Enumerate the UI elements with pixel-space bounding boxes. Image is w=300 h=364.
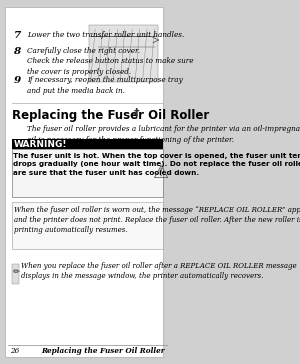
Text: ⚠: ⚠: [152, 164, 168, 182]
Text: When the fuser oil roller is worn out, the message “REPLACE OIL ROLLER” appears
: When the fuser oil roller is worn out, t…: [14, 206, 300, 234]
Text: Replacing the Fuser Oil Roller: Replacing the Fuser Oil Roller: [12, 109, 209, 122]
FancyBboxPatch shape: [12, 264, 19, 284]
FancyBboxPatch shape: [5, 7, 164, 357]
Text: WARNING!: WARNING!: [14, 140, 67, 149]
Text: 9: 9: [14, 76, 21, 86]
FancyBboxPatch shape: [12, 139, 164, 149]
Text: If necessary, reopen the multipurpose tray
and put the media back in.: If necessary, reopen the multipurpose tr…: [27, 76, 183, 95]
Text: The fuser unit is hot. When the top cover is opened, the fuser unit temperature
: The fuser unit is hot. When the top cove…: [14, 153, 300, 176]
Text: The fuser oil roller provides a lubricant for the printer via an oil-impregnated: The fuser oil roller provides a lubrican…: [27, 125, 300, 144]
Text: Check the release button status to make sure
the cover is properly closed.: Check the release button status to make …: [27, 57, 194, 76]
Text: 26: 26: [10, 347, 20, 355]
FancyBboxPatch shape: [12, 202, 164, 249]
Text: Replacing the Fuser Oil Roller: Replacing the Fuser Oil Roller: [41, 347, 165, 355]
Text: Lower the two transfer roller unit handles.: Lower the two transfer roller unit handl…: [27, 31, 184, 39]
FancyBboxPatch shape: [89, 25, 158, 82]
Text: When you replace the fuser oil roller after a REPLACE OIL ROLLER message
display: When you replace the fuser oil roller af…: [21, 262, 297, 281]
Text: 8: 8: [14, 47, 21, 56]
Text: Carefully close the right cover.: Carefully close the right cover.: [27, 47, 140, 55]
FancyBboxPatch shape: [12, 149, 164, 197]
Text: †: †: [134, 108, 140, 118]
Text: 7: 7: [14, 31, 21, 40]
Text: ✏: ✏: [13, 267, 20, 276]
